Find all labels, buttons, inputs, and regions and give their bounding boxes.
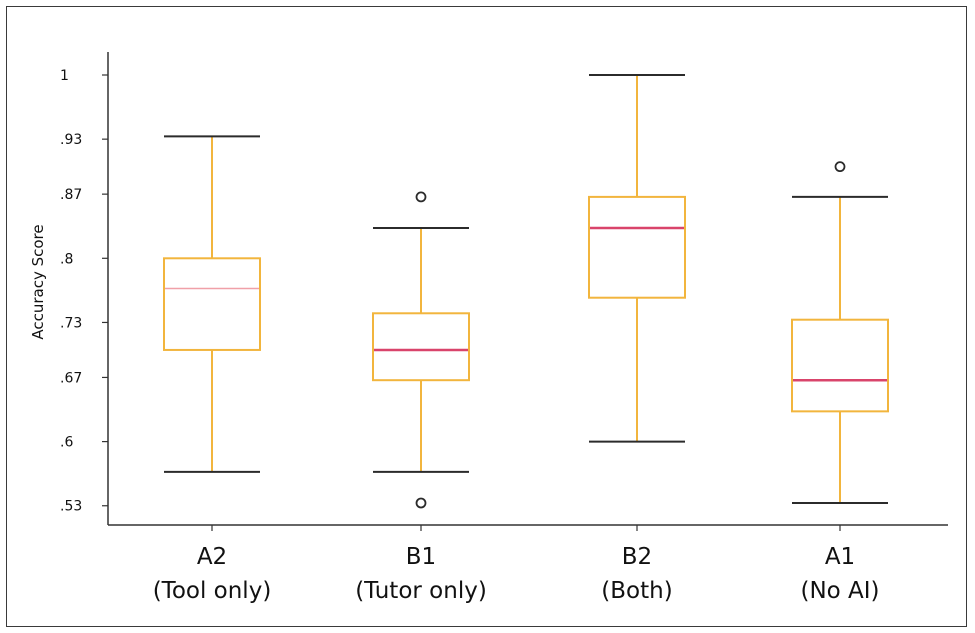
y-tick-label: 1 (60, 68, 69, 84)
x-category-code: A1 (825, 544, 855, 570)
outlier-point (834, 161, 846, 173)
x-category-code: B1 (406, 544, 436, 570)
iqr-box (163, 257, 261, 351)
x-category-code: B2 (622, 544, 652, 570)
x-category-code: A2 (197, 544, 227, 570)
y-tick-label: .6 (60, 435, 73, 451)
x-category-description: (Tool only) (153, 578, 272, 604)
iqr-box (372, 312, 470, 382)
x-category-description: (Tutor only) (355, 578, 487, 604)
outlier-point (415, 191, 427, 203)
x-category-description: (No AI) (800, 578, 879, 604)
x-category-description: (Both) (601, 578, 672, 604)
iqr-box (588, 195, 686, 299)
y-tick-label: .93 (60, 132, 82, 148)
y-tick-label: .53 (60, 499, 82, 515)
y-tick-label: .8 (60, 251, 73, 267)
y-tick-label: .73 (60, 315, 82, 331)
y-tick-label: .87 (60, 187, 82, 203)
y-tick-label: .67 (60, 370, 82, 386)
iqr-box (791, 318, 889, 413)
outlier-point (415, 497, 427, 509)
